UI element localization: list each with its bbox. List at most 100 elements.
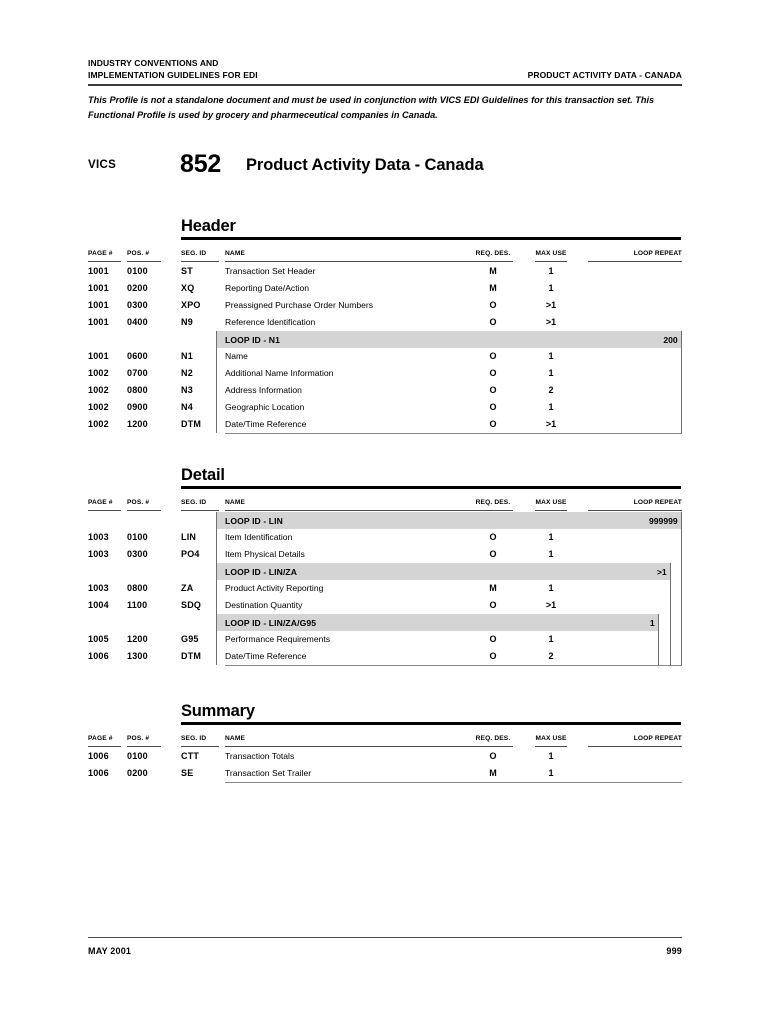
column-header-seg: SEG. ID	[181, 499, 207, 506]
cell-requirement: O	[489, 351, 497, 361]
cell-max-use: >1	[545, 419, 557, 429]
loop-header-row: LOOP ID - LIN 999999	[217, 512, 681, 529]
cell-page-number: 1005	[88, 634, 109, 644]
column-header-underline	[88, 510, 121, 511]
footer-page-number: 999	[666, 946, 682, 956]
column-header-seg: SEG. ID	[181, 735, 207, 742]
cell-segment-id: DTM	[181, 651, 202, 661]
cell-position: 0300	[127, 300, 148, 310]
cell-segment-id: PO4	[181, 549, 200, 559]
cell-max-use: 1	[548, 768, 554, 778]
loop-id-label: LOOP ID - LIN/ZA/G95	[224, 617, 317, 628]
cell-max-use: 1	[548, 634, 554, 644]
table-row: 1001 0400 N9 Reference Identification O >1	[88, 314, 682, 331]
standard-label: VICS	[88, 159, 117, 171]
cell-segment-name: Geographic Location	[225, 402, 305, 412]
cell-page-number: 1003	[88, 532, 109, 542]
cell-position: 0300	[127, 549, 148, 559]
transaction-set-name: Product Activity Data - Canada	[246, 156, 484, 174]
table-row: 1004 1100 SDQ Destination Quantity O >1	[88, 597, 682, 614]
column-header-loop-repeat: LOOP REPEAT	[633, 499, 682, 506]
cell-requirement: O	[489, 634, 497, 644]
cell-max-use: 1	[548, 283, 554, 293]
cell-requirement: O	[489, 385, 497, 395]
cell-position: 0800	[127, 385, 148, 395]
cell-segment-id: LIN	[181, 532, 197, 542]
cell-max-use: >1	[545, 300, 557, 310]
cell-page-number: 1006	[88, 768, 109, 778]
cell-page-number: 1006	[88, 751, 109, 761]
cell-segment-id: DTM	[181, 419, 202, 429]
footer-date: MAY 2001	[88, 946, 132, 956]
column-header-loop-repeat: LOOP REPEAT	[633, 250, 682, 257]
cell-position: 0200	[127, 283, 148, 293]
table-bottom-rule	[225, 433, 682, 434]
column-header-req: REQ. DES.	[475, 250, 511, 257]
column-header-underline	[225, 510, 473, 511]
cell-requirement: O	[489, 651, 497, 661]
cell-position: 0100	[127, 751, 148, 761]
cell-page-number: 1006	[88, 651, 109, 661]
cell-max-use: >1	[545, 600, 557, 610]
cell-requirement: O	[489, 368, 497, 378]
section-heading-summary: Summary	[181, 701, 681, 725]
cell-page-number: 1002	[88, 402, 109, 412]
cell-requirement: O	[489, 549, 497, 559]
section-title-text: Header	[181, 217, 236, 235]
cell-page-number: 1002	[88, 419, 109, 429]
running-head: INDUSTRY CONVENTIONS AND IMPLEMENTATION …	[88, 58, 682, 81]
cell-segment-name: Product Activity Reporting	[225, 583, 324, 593]
cell-max-use: 1	[548, 532, 554, 542]
column-header-underline	[588, 746, 682, 747]
cell-segment-id: G95	[181, 634, 199, 644]
column-header-underline	[588, 510, 682, 511]
table-row: 1002 0900 N4 Geographic Location O 1	[88, 399, 682, 416]
table-row: 1006 1300 DTM Date/Time Reference O 2	[88, 648, 682, 665]
cell-segment-id: N1	[181, 351, 193, 361]
loop-header-row: LOOP ID - N1 200	[217, 331, 681, 348]
column-header-underline	[88, 746, 121, 747]
cell-segment-id: CTT	[181, 751, 200, 761]
cell-segment-id: XQ	[181, 283, 195, 293]
cell-position: 0200	[127, 768, 148, 778]
cell-position: 0400	[127, 317, 148, 327]
cell-page-number: 1001	[88, 317, 109, 327]
table-row: 1001 0100 ST Transaction Set Header M 1	[88, 263, 682, 280]
cell-segment-name: Preassigned Purchase Order Numbers	[225, 300, 374, 310]
cell-requirement: M	[489, 768, 497, 778]
column-header-page: PAGE #	[88, 499, 113, 506]
loop-repeat-value: 200	[663, 334, 678, 345]
column-header-seg: SEG. ID	[181, 250, 207, 257]
running-head-left: INDUSTRY CONVENTIONS AND IMPLEMENTATION …	[88, 58, 258, 81]
cell-segment-name: Transaction Totals	[225, 751, 295, 761]
section-heading-detail: Detail	[181, 465, 681, 489]
cell-requirement: O	[489, 300, 497, 310]
column-header-underline	[473, 510, 513, 511]
cell-max-use: 2	[548, 385, 554, 395]
column-header-underline	[88, 261, 121, 262]
table-body: 1001 0100 ST Transaction Set Header M 1 1001 02…	[88, 263, 682, 434]
cell-segment-id: ZA	[181, 583, 194, 593]
column-header-pos: POS. #	[127, 499, 150, 506]
cell-page-number: 1001	[88, 300, 109, 310]
cell-position: 1100	[127, 600, 148, 610]
cell-segment-name: Item Identification	[225, 532, 293, 542]
loop-id-label: LOOP ID - LIN/ZA	[224, 566, 298, 577]
footer-rule	[88, 937, 682, 938]
column-header-underline	[181, 746, 219, 747]
cell-requirement: O	[489, 751, 497, 761]
column-header-req: REQ. DES.	[475, 499, 511, 506]
cell-page-number: 1001	[88, 266, 109, 276]
cell-segment-name: Name	[225, 351, 248, 361]
running-head-line2: IMPLEMENTATION GUIDELINES FOR EDI	[88, 69, 258, 80]
column-header-underline	[535, 510, 567, 511]
cell-segment-id: XPO	[181, 300, 201, 310]
cell-segment-id: SE	[181, 768, 194, 778]
running-head-rule	[88, 84, 682, 86]
column-header-req: REQ. DES.	[475, 735, 511, 742]
cell-position: 0600	[127, 351, 148, 361]
cell-requirement: O	[489, 600, 497, 610]
table-row: 1001 0300 XPO Preassigned Purchase Order Nu…	[88, 297, 682, 314]
cell-max-use: 1	[548, 751, 554, 761]
